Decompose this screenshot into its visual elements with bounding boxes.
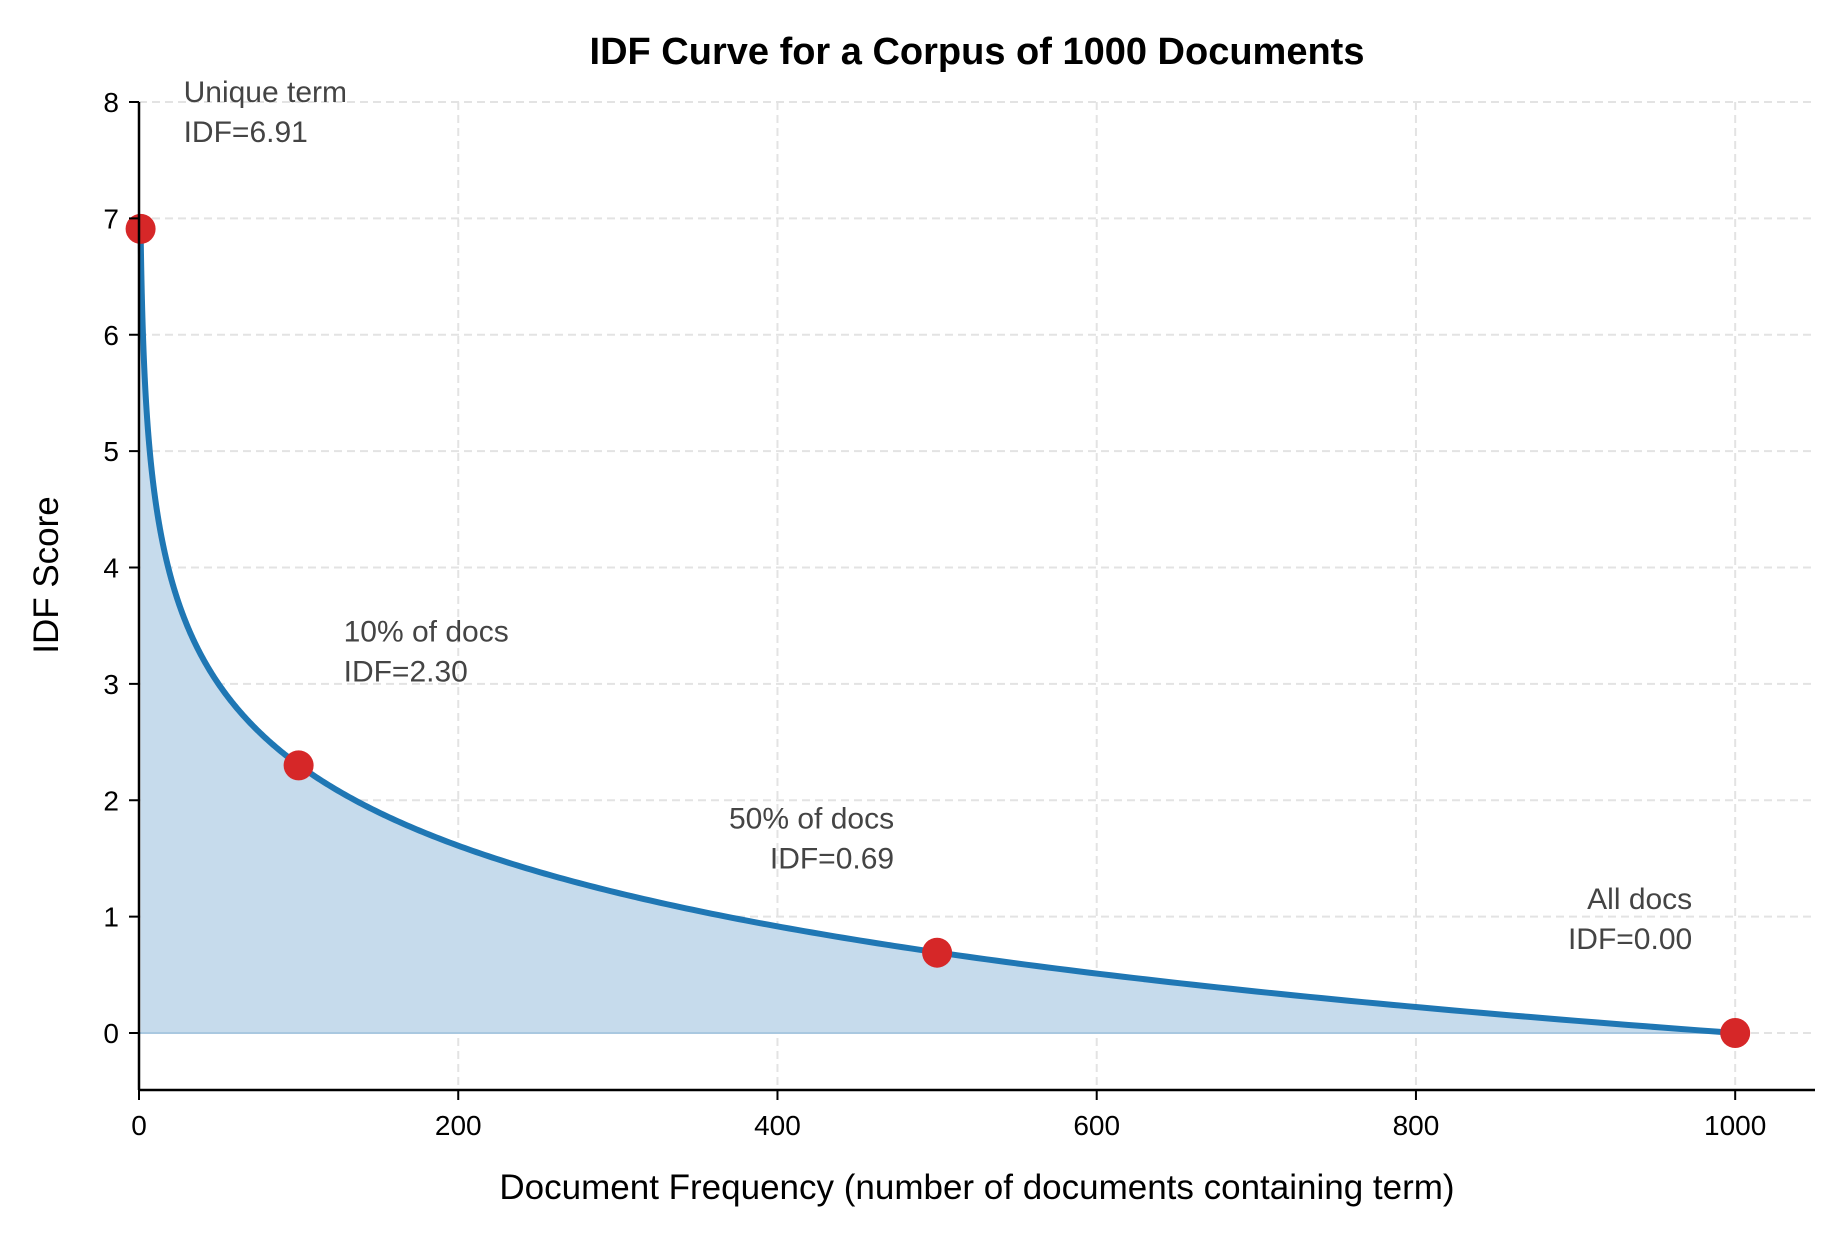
y-tick-label: 6 xyxy=(103,320,119,351)
highlight-point xyxy=(125,213,156,244)
y-tick-label: 0 xyxy=(103,1018,119,1049)
y-tick-label: 1 xyxy=(103,902,119,933)
annotation-label: 50% of docs xyxy=(729,803,894,836)
plot-area: Unique term IDF=6.91 10% of docs IDF=2.30 50… xyxy=(125,76,1751,1048)
x-tick-label: 600 xyxy=(1073,1110,1120,1141)
annotation-value: IDF=0.69 xyxy=(770,843,894,876)
highlight-point xyxy=(922,937,953,968)
annotation-value: IDF=0.00 xyxy=(1568,923,1692,956)
x-tick-label: 800 xyxy=(1393,1110,1440,1141)
annotation-label: 10% of docs xyxy=(344,615,509,648)
area-fill xyxy=(140,229,1736,1034)
annotation-label: Unique term xyxy=(184,76,347,109)
x-tick-label: 400 xyxy=(754,1110,801,1141)
chart-title: IDF Curve for a Corpus of 1000 Documents xyxy=(590,31,1365,73)
y-tick-label: 2 xyxy=(103,785,119,816)
x-axis-label: Document Frequency (number of documents … xyxy=(499,1168,1454,1207)
idf-curve xyxy=(137,229,1736,1036)
y-tick-label: 3 xyxy=(103,669,119,700)
y-tick-label: 7 xyxy=(103,203,119,234)
y-tick-label: 5 xyxy=(103,436,119,467)
y-tick-label: 8 xyxy=(103,87,119,118)
annotation-value: IDF=6.91 xyxy=(184,116,308,149)
axes: 0 200 400 600 800 1000 0 1 2 3 4 5 6 7 8 xyxy=(103,87,1815,1141)
x-tick-label: 1000 xyxy=(1704,1110,1766,1141)
x-tick-label: 0 xyxy=(131,1110,147,1141)
annotation-label: All docs xyxy=(1587,883,1692,916)
y-axis-label: IDF Score xyxy=(27,496,66,654)
x-tick-label: 200 xyxy=(435,1110,482,1141)
highlight-point xyxy=(283,750,314,781)
y-tick-label: 4 xyxy=(103,553,119,584)
annotation-value: IDF=2.30 xyxy=(344,655,468,688)
highlight-point xyxy=(1720,1018,1751,1048)
